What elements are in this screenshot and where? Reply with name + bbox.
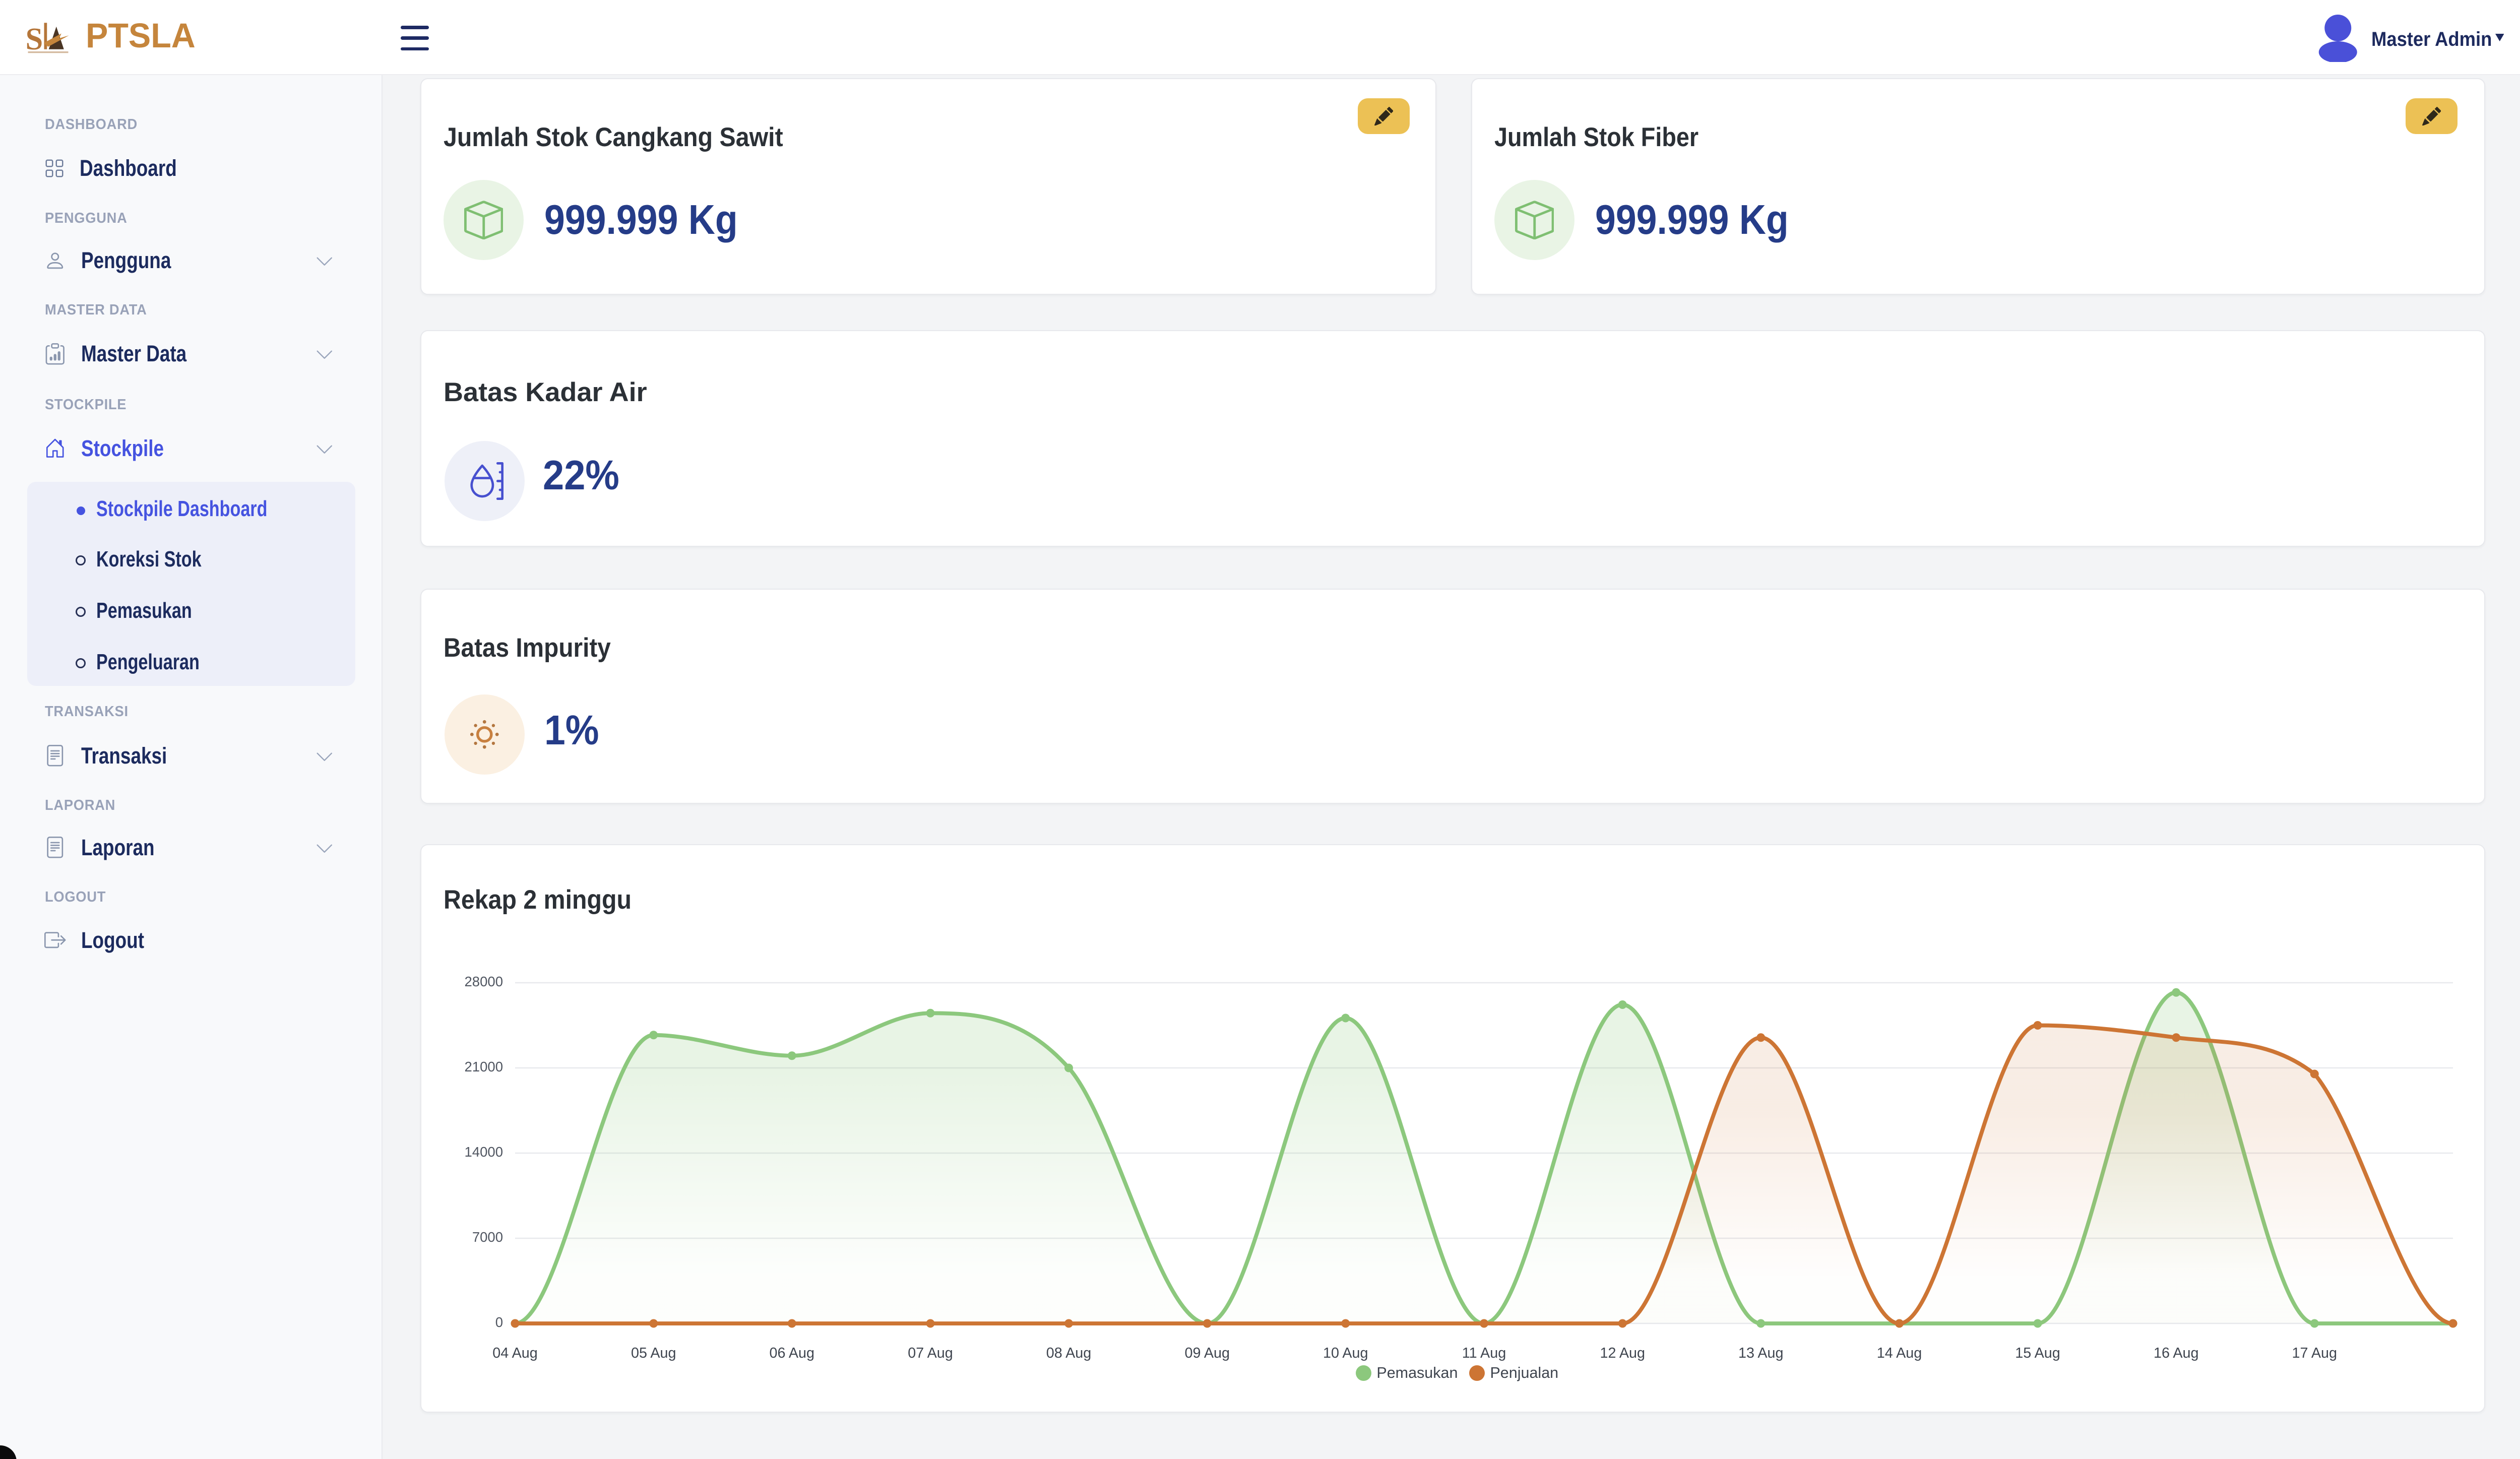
svg-text:S: S — [27, 22, 43, 55]
